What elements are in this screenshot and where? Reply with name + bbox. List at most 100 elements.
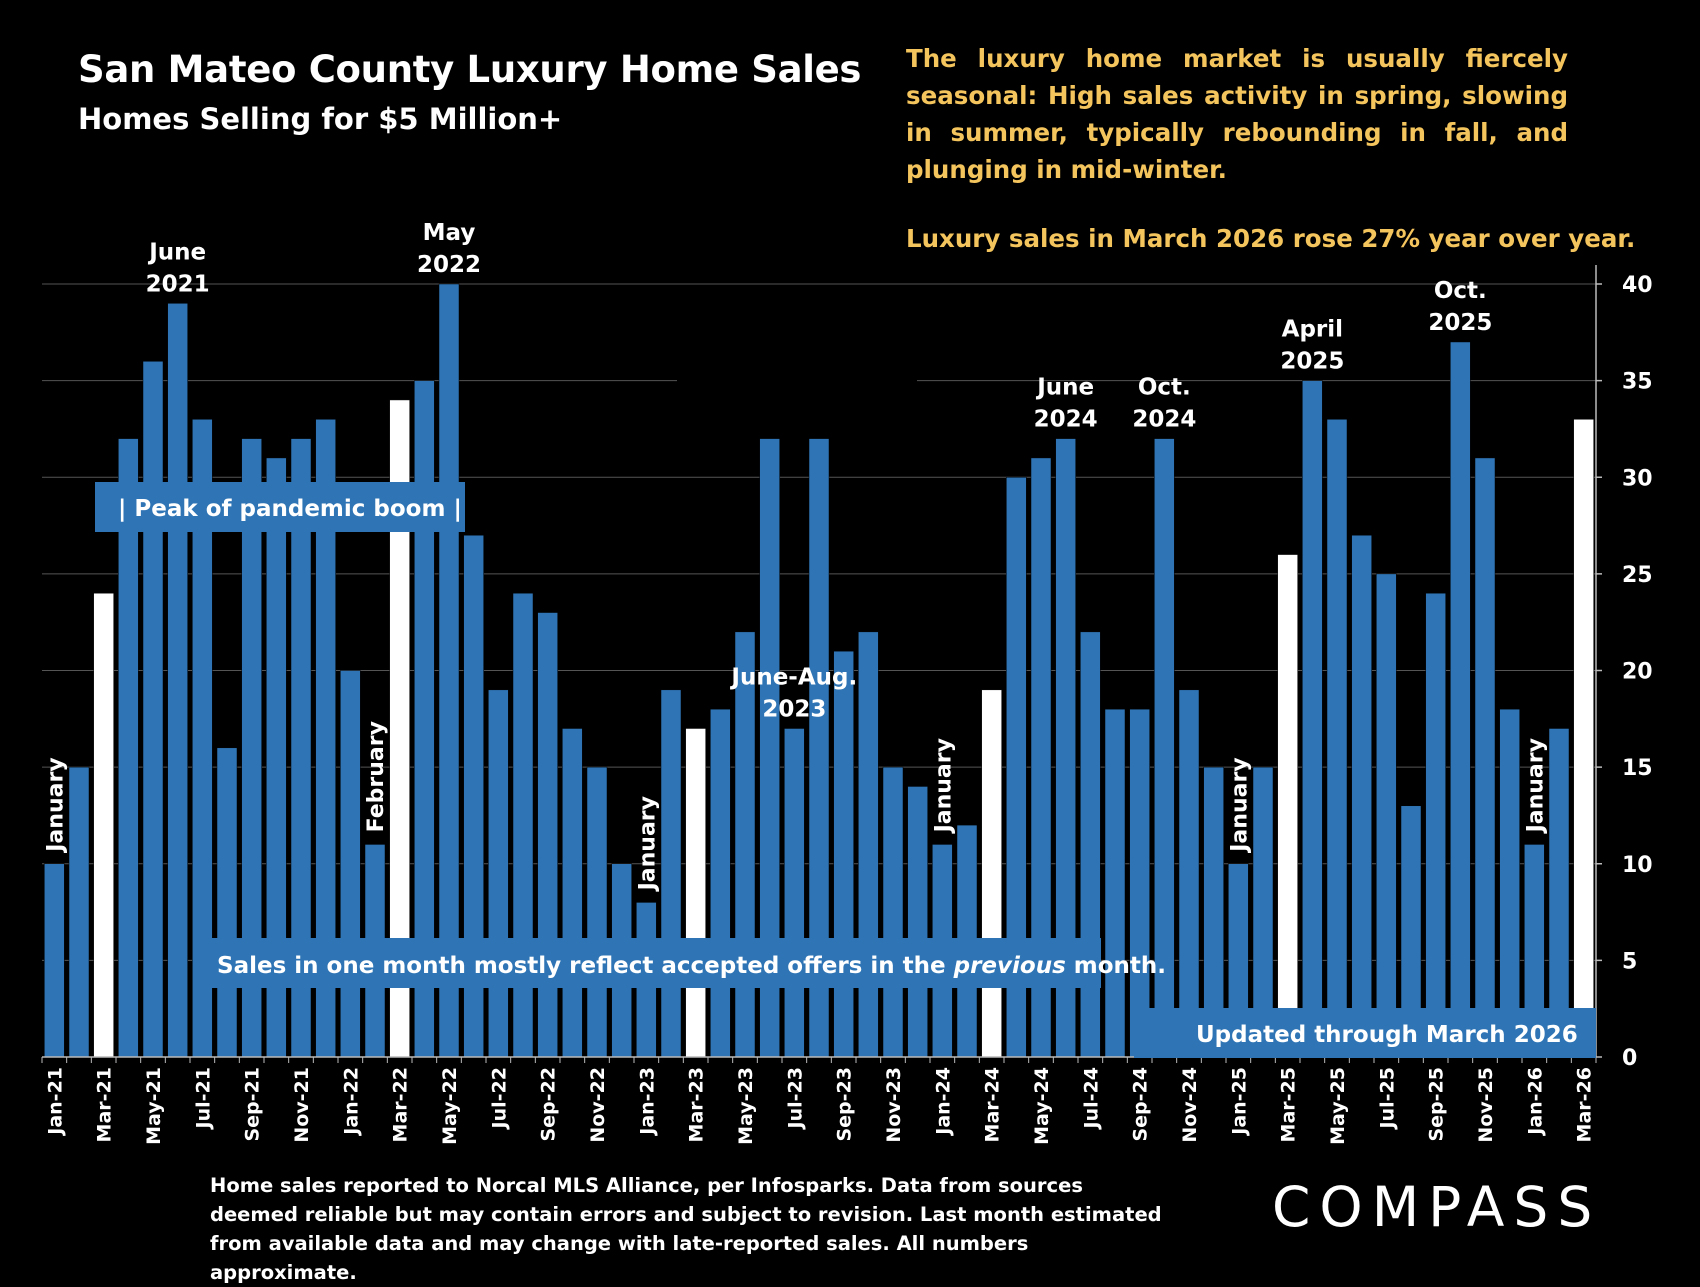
annotation-label: May	[423, 220, 476, 246]
y-tick-label: 35	[1622, 370, 1653, 395]
bar	[142, 361, 164, 1058]
bar	[1302, 380, 1323, 1058]
disclaimer-text: Home sales reported to Norcal MLS Allian…	[210, 1174, 1162, 1284]
bar	[833, 650, 854, 1058]
x-tick-label: Mar-21	[94, 1067, 116, 1142]
x-tick-label: Jul-25	[1376, 1067, 1398, 1130]
x-tick-label: Jan-24	[932, 1067, 954, 1137]
bar	[488, 689, 509, 1058]
x-tick-label: Jan-26	[1524, 1067, 1546, 1137]
annotation-label: 2023	[762, 696, 826, 722]
bar	[660, 689, 682, 1058]
bar	[685, 728, 706, 1058]
y-tick-label: 15	[1622, 756, 1653, 781]
x-tick-label: Nov-25	[1475, 1067, 1497, 1143]
offers-callout-prefix: Sales in one month mostly reflect accept…	[217, 953, 954, 979]
bar	[1080, 631, 1101, 1058]
bar	[93, 592, 114, 1058]
yoy-note: Luxury sales in March 2026 rose 27% year…	[906, 224, 1636, 253]
bar	[537, 612, 558, 1058]
x-tick-label: Jul-23	[784, 1067, 806, 1130]
y-tick-label: 10	[1622, 853, 1653, 878]
seasonal-note: The luxury home market is usually fierce…	[906, 44, 1568, 184]
annotation-label: April	[1282, 317, 1343, 343]
annotation-label: January	[43, 757, 68, 853]
bar	[1277, 554, 1298, 1058]
x-tick-label: May-24	[1031, 1067, 1053, 1145]
bar	[858, 631, 879, 1058]
annotation-label: 2024	[1132, 407, 1196, 433]
bar	[981, 689, 1002, 1058]
y-tick-label: 40	[1622, 273, 1653, 298]
y-tick-label: 25	[1622, 563, 1653, 588]
bar	[1548, 728, 1570, 1058]
x-tick-label: May-23	[735, 1067, 757, 1145]
x-tick-label: Mar-26	[1574, 1067, 1596, 1142]
pandemic-callout-text: | Peak of pandemic boom |	[118, 496, 462, 522]
x-tick-label: Mar-24	[982, 1067, 1004, 1142]
annotation-label: 2025	[1280, 349, 1344, 375]
annotation-label: January	[1523, 738, 1548, 834]
x-tick-label: Jul-22	[488, 1067, 510, 1130]
x-tick-label: Sep-24	[1130, 1067, 1152, 1142]
pandemic-callout-box	[95, 482, 465, 532]
offers-callout-box	[195, 938, 1101, 988]
bar	[1376, 573, 1397, 1058]
offers-callout-italic: previous	[953, 953, 1066, 979]
x-tick-label: Jan-23	[636, 1067, 658, 1137]
x-tick-label: Sep-21	[242, 1067, 264, 1142]
chart-title: San Mateo County Luxury Home Sales	[78, 48, 862, 91]
bar	[1450, 341, 1471, 1058]
x-tick-label: Mar-23	[686, 1067, 708, 1142]
offers-callout-suffix: month.	[1066, 953, 1166, 979]
x-tick-label: Jan-25	[1228, 1067, 1250, 1137]
x-tick-label: Nov-24	[1179, 1067, 1201, 1143]
updated-callout-box	[1134, 1008, 1596, 1058]
x-tick-label: Jul-24	[1080, 1067, 1102, 1130]
annotation-label: Oct.	[1138, 375, 1191, 401]
bar	[1129, 708, 1150, 1058]
x-tick-label: Mar-22	[390, 1067, 412, 1142]
annotation-label: January	[635, 796, 660, 892]
bar	[1104, 708, 1126, 1058]
bar	[1499, 708, 1520, 1058]
compass-logo: COMPASS	[1272, 1175, 1602, 1239]
annotation-label: January	[931, 738, 956, 834]
bar	[216, 747, 238, 1058]
x-tick-label: Sep-25	[1426, 1067, 1448, 1142]
bar	[710, 708, 731, 1058]
bar	[167, 303, 188, 1058]
annotation-label: June	[147, 239, 206, 265]
y-tick-label: 20	[1622, 660, 1653, 685]
bar	[44, 863, 65, 1058]
annotation-label: June	[1035, 375, 1094, 401]
annotation-label: Oct.	[1434, 278, 1487, 304]
bar	[1326, 419, 1348, 1058]
y-tick-label: 30	[1622, 466, 1653, 491]
x-tick-label: Nov-23	[883, 1067, 905, 1143]
bar	[68, 766, 90, 1058]
x-tick-label: Sep-22	[538, 1067, 560, 1142]
bar	[1573, 419, 1594, 1058]
annotation-label: February	[364, 721, 389, 832]
bar	[1425, 592, 1446, 1058]
offers-callout-text: Sales in one month mostly reflect accept…	[217, 953, 1166, 979]
x-tick-label: Nov-22	[587, 1067, 609, 1143]
x-tick-label: May-21	[143, 1067, 165, 1145]
bar	[784, 728, 805, 1058]
bar	[882, 766, 904, 1058]
chart-subtitle: Homes Selling for $5 Million+	[78, 102, 563, 136]
bar	[340, 670, 361, 1058]
annotation-label: June-Aug.	[729, 664, 857, 690]
bar	[907, 786, 928, 1058]
bar	[734, 631, 756, 1058]
x-tick-label: May-22	[439, 1067, 461, 1145]
y-tick-label: 0	[1622, 1046, 1637, 1071]
x-tick-label: Mar-25	[1278, 1067, 1300, 1142]
x-tick-label: Nov-21	[291, 1067, 313, 1143]
annotation-label: 2022	[417, 252, 481, 278]
bar	[562, 728, 583, 1058]
annotation-label: 2021	[146, 271, 210, 297]
y-tick-label: 5	[1622, 949, 1637, 974]
